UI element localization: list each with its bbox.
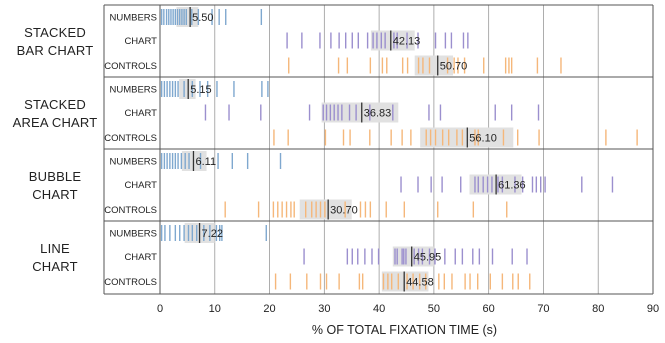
group-label: STACKED (24, 97, 86, 112)
row-label: CONTROLS (104, 277, 157, 288)
x-tick-label: 0 (157, 303, 163, 315)
ci-box (179, 79, 196, 99)
median-value-label: 30.70 (330, 205, 358, 217)
row-label: CHART (124, 180, 157, 191)
group-label: CHART (32, 259, 78, 274)
x-tick-label: 80 (592, 303, 604, 315)
row-label: CONTROLS (104, 133, 157, 144)
median-value-label: 44.58 (406, 277, 434, 289)
row-label: CHART (124, 36, 157, 47)
row-label: CHART (124, 108, 157, 119)
row-label: NUMBERS (109, 13, 157, 24)
ci-box (381, 271, 429, 292)
x-tick-label: 60 (483, 303, 495, 315)
group-label: BUBBLE (29, 169, 82, 184)
ci-box (414, 55, 454, 76)
median-value-label: 36.83 (364, 108, 392, 120)
ci-box (299, 199, 352, 220)
row-label: CONTROLS (104, 61, 157, 72)
median-value-label: 5.50 (192, 12, 213, 24)
group-label: BAR CHART (17, 43, 94, 58)
x-tick-label: 20 (263, 303, 275, 315)
x-tick-label: 40 (373, 303, 385, 315)
group-label: STACKED (24, 25, 86, 40)
row-label: NUMBERS (109, 229, 157, 240)
median-value-label: 56.10 (469, 133, 497, 145)
x-tick-label: 90 (647, 303, 659, 315)
group-label: CHART (32, 187, 78, 202)
median-value-label: 45.95 (414, 252, 442, 264)
x-axis-label: % OF TOTAL FIXATION TIME (s) (312, 323, 497, 337)
group-label: AREA CHART (13, 115, 98, 130)
x-tick-label: 70 (537, 303, 549, 315)
x-tick-label: 30 (318, 303, 330, 315)
row-label: CONTROLS (104, 205, 157, 216)
median-value-label: 7.22 (202, 228, 223, 240)
median-value-label: 42.13 (393, 36, 421, 48)
group-label: LINE (40, 241, 70, 256)
median-value-label: 6.11 (195, 156, 216, 168)
median-value-label: 50.70 (440, 61, 468, 73)
x-tick-label: 10 (209, 303, 221, 315)
row-label: NUMBERS (109, 85, 157, 96)
row-label: NUMBERS (109, 157, 157, 168)
x-tick-label: 50 (428, 303, 440, 315)
row-label: CHART (124, 252, 157, 263)
median-value-label: 5.15 (190, 84, 211, 96)
ci-box (321, 102, 399, 123)
median-value-label: 61.36 (498, 180, 526, 192)
